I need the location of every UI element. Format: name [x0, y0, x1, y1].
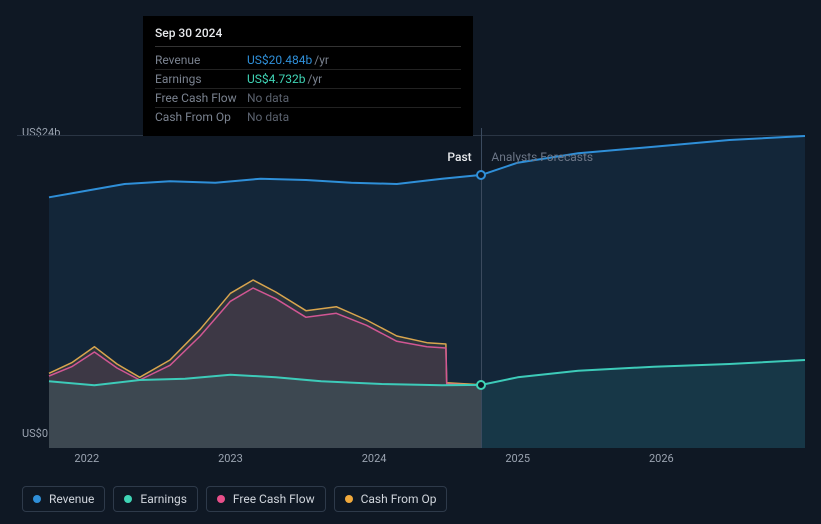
legend-label: Cash From Op: [361, 492, 437, 506]
legend-label: Free Cash Flow: [233, 492, 315, 506]
marker-revenue: [476, 170, 486, 180]
legend-item-free-cash-flow[interactable]: Free Cash Flow: [206, 486, 326, 512]
tooltip-row-label: Cash From Op: [155, 110, 247, 124]
legend-dot-icon: [33, 495, 41, 503]
tooltip-row: EarningsUS$4.732b /yr: [155, 70, 461, 89]
legend-label: Earnings: [140, 492, 187, 506]
x-tick: 2024: [362, 452, 387, 465]
legend-item-revenue[interactable]: Revenue: [22, 486, 105, 512]
fill-revenue: [49, 136, 805, 448]
x-tick: 2023: [218, 452, 243, 465]
tooltip-row-label: Free Cash Flow: [155, 91, 247, 105]
legend-dot-icon: [217, 495, 225, 503]
x-tick: 2026: [649, 452, 674, 465]
legend-dot-icon: [124, 495, 132, 503]
legend: Revenue Earnings Free Cash Flow Cash From O…: [22, 486, 447, 512]
tooltip-row-nodata: No data: [247, 110, 289, 124]
tooltip-row-value: US$20.484b: [247, 53, 312, 67]
legend-item-cash-from-op[interactable]: Cash From Op: [334, 486, 448, 512]
legend-dot-icon: [345, 495, 353, 503]
tooltip-date: Sep 30 2024: [155, 26, 461, 47]
tooltip-row-unit: /yr: [308, 72, 323, 86]
x-axis: 2022 2023 2024 2025 2026: [17, 452, 805, 468]
phase-label-forecast: Analysts Forecasts: [491, 150, 593, 164]
x-tick: 2025: [505, 452, 530, 465]
tooltip-row-label: Revenue: [155, 53, 247, 67]
tooltip-row-unit: /yr: [314, 53, 329, 67]
legend-label: Revenue: [49, 492, 94, 506]
tooltip-row: RevenueUS$20.484b /yr: [155, 51, 461, 70]
legend-item-earnings[interactable]: Earnings: [113, 486, 198, 512]
phase-label-past: Past: [447, 150, 471, 164]
marker-earnings: [476, 380, 486, 390]
chart-area[interactable]: [17, 128, 805, 448]
chart-svg: [17, 128, 805, 448]
tooltip-row-value: US$4.732b: [247, 72, 306, 86]
tooltip-row-nodata: No data: [247, 91, 289, 105]
x-tick: 2022: [74, 452, 99, 465]
tooltip-row-label: Earnings: [155, 72, 247, 86]
tooltip-row: Free Cash FlowNo data: [155, 89, 461, 108]
tooltip: Sep 30 2024 RevenueUS$20.484b /yrEarning…: [143, 16, 473, 136]
tooltip-row: Cash From OpNo data: [155, 108, 461, 126]
